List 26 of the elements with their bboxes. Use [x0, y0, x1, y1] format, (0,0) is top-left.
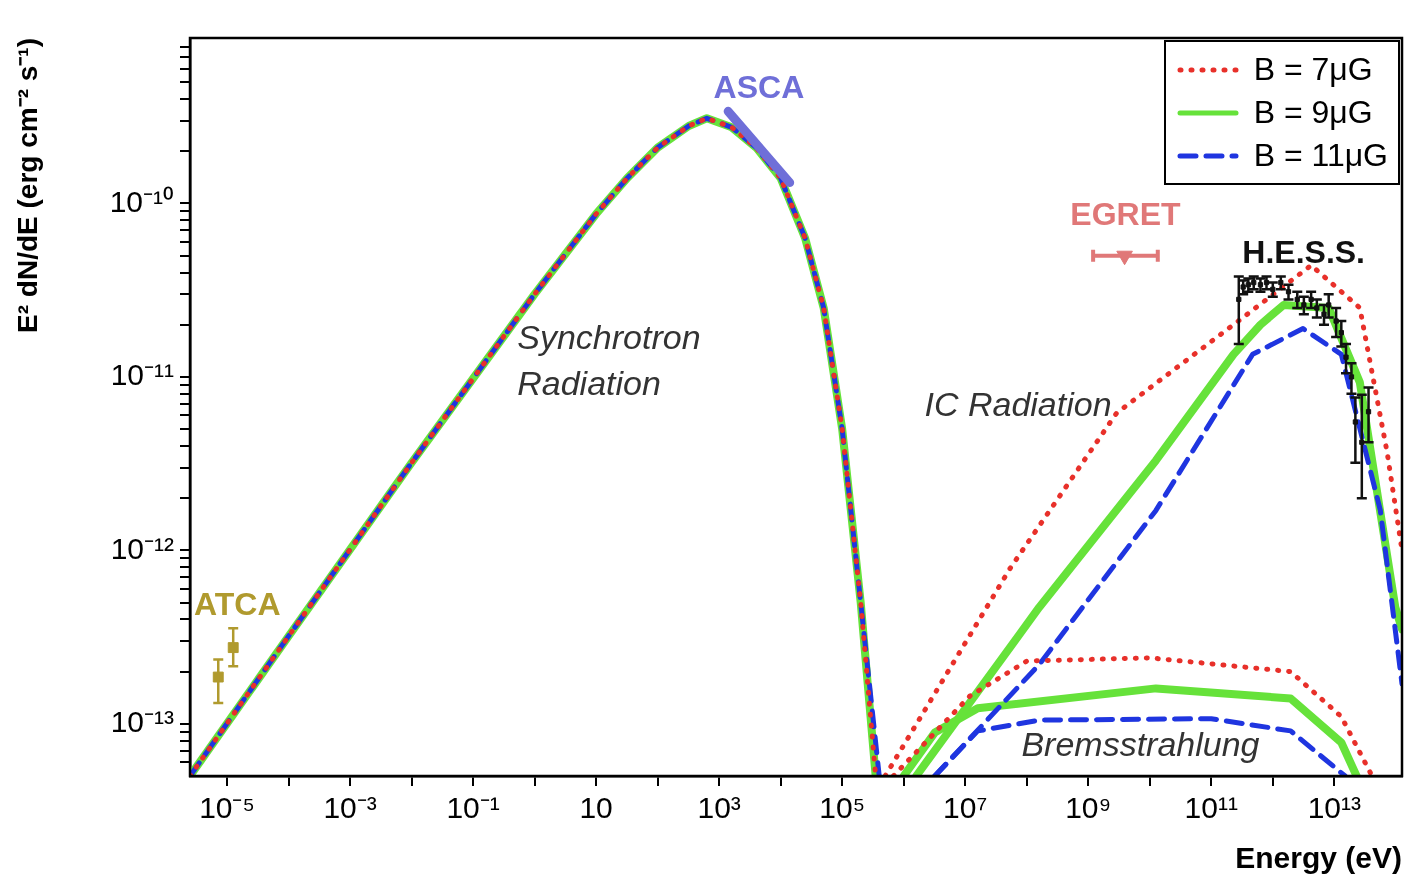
x-tick-label: 10¹³ — [1307, 791, 1361, 825]
legend-label: B = 9μG — [1253, 94, 1373, 131]
series-label: ATCA — [194, 586, 281, 623]
series-label: ASCA — [713, 69, 805, 106]
x-tick-label: 10⁵ — [819, 791, 866, 825]
x-tick-label: 10⁻¹ — [446, 791, 500, 825]
x-tick-label: 10¹¹ — [1184, 791, 1238, 825]
legend-label: B = 11μG — [1253, 137, 1388, 174]
x-axis-title: Energy (eV) — [1235, 841, 1402, 875]
series-label: H.E.S.S. — [1242, 234, 1366, 271]
x-tick-label: 10 — [579, 791, 613, 825]
annotation: Synchrotron Radiation — [517, 318, 701, 403]
annotation: Bremsstrahlung — [1021, 724, 1260, 763]
annotation: IC Radiation — [924, 385, 1112, 424]
y-tick-label: 10⁻¹² — [110, 531, 174, 565]
legend-label: B = 7μG — [1253, 51, 1373, 88]
y-tick-label: 10⁻¹⁰ — [109, 184, 174, 218]
x-tick-label: 10⁻⁵ — [199, 791, 255, 825]
x-tick-label: 10³ — [697, 791, 741, 825]
x-tick-label: 10⁷ — [943, 791, 988, 825]
x-tick-label: 10⁻³ — [323, 791, 377, 825]
x-tick-label: 10⁹ — [1065, 791, 1112, 825]
series-label: EGRET — [1070, 195, 1182, 232]
y-tick-label: 10⁻¹³ — [110, 705, 174, 739]
y-tick-label: 10⁻¹¹ — [110, 358, 174, 392]
y-axis-title: E² dN/dE (erg cm⁻² s⁻¹) — [11, 38, 43, 333]
